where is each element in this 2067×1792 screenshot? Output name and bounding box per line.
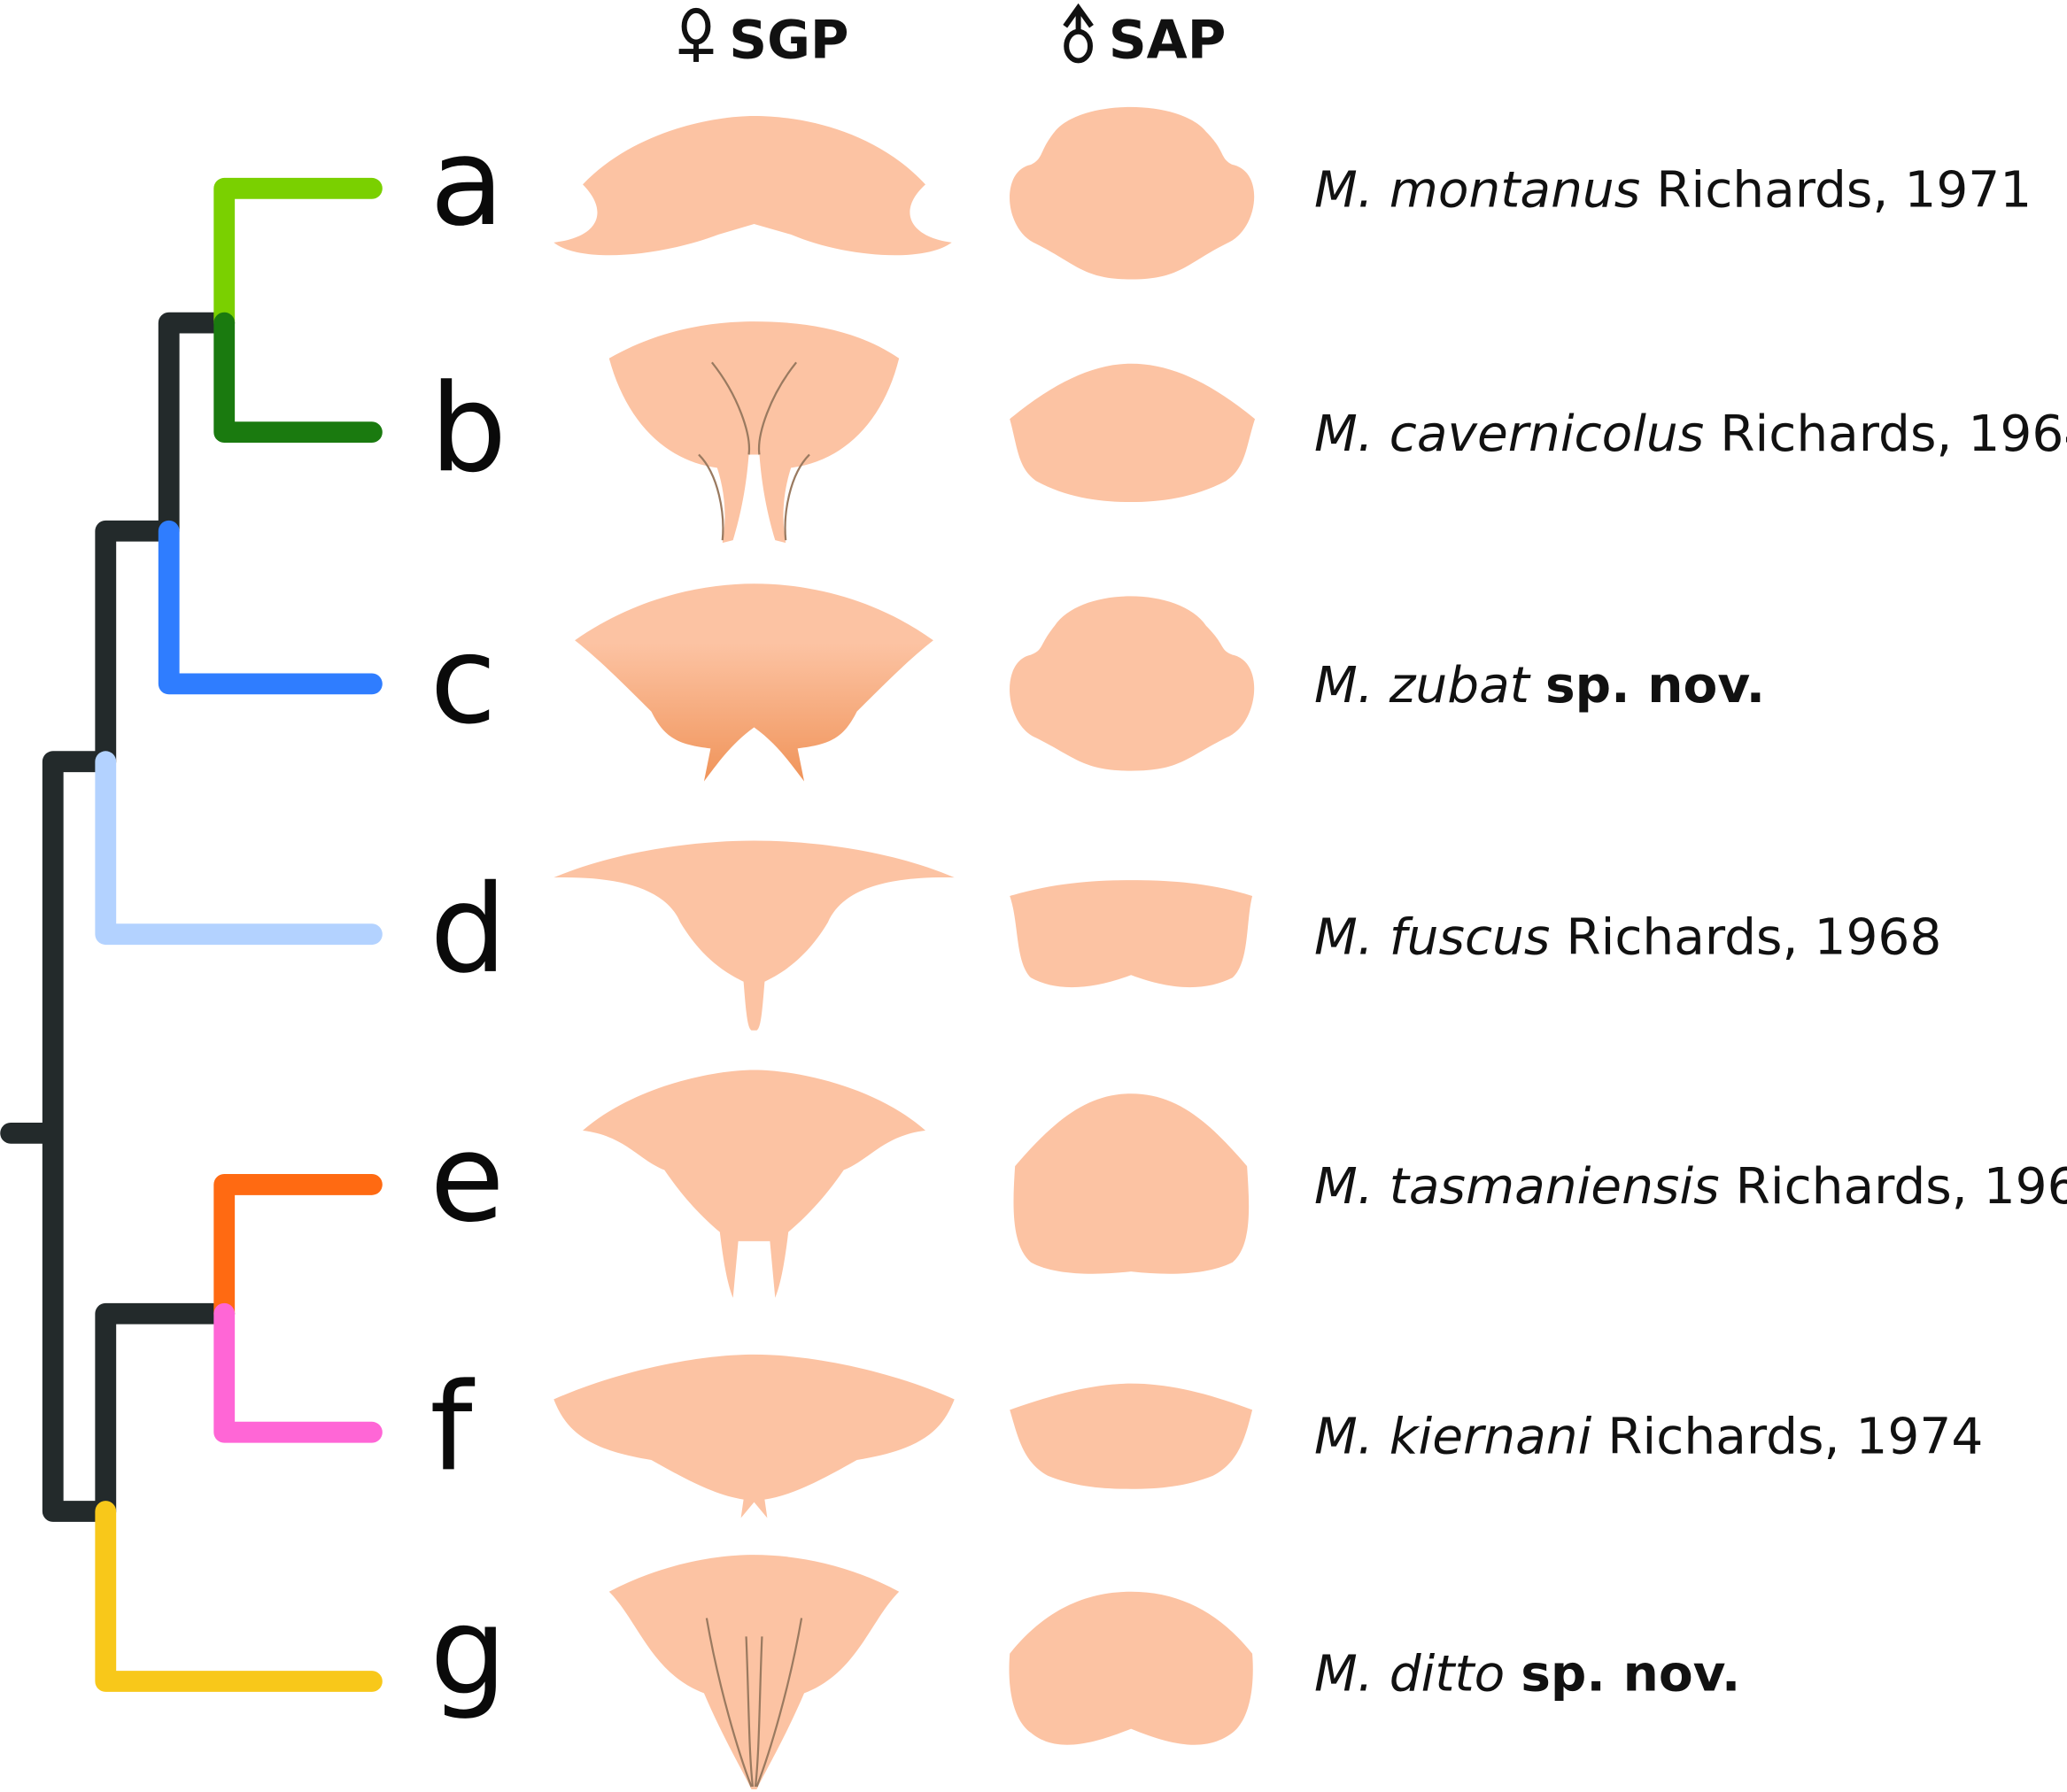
sap-plates (1009, 106, 1256, 1745)
sgp-plates (554, 115, 955, 1790)
sgp-f (554, 1354, 955, 1518)
sap-f (1010, 1383, 1253, 1489)
sap-c (1010, 596, 1255, 771)
branch-e (213, 1174, 383, 1325)
sap-label: SAP (1109, 10, 1227, 71)
sgp-a (554, 115, 952, 256)
header-sgp: SGP (678, 7, 849, 71)
sgp-g (608, 1555, 900, 1790)
male-symbol-icon (1063, 3, 1094, 64)
phylogenetic-tree (0, 177, 383, 1692)
branch-g (95, 1501, 383, 1692)
sgp-b-vein (698, 361, 810, 541)
header-sap: SAP (1063, 3, 1227, 71)
branch-a (213, 177, 383, 334)
sap-e (1013, 1093, 1250, 1274)
female-symbol-icon (678, 7, 714, 62)
tip-label-e: e (430, 1108, 504, 1249)
sap-g (1009, 1591, 1253, 1745)
species-f: M. kiernani Richards, 1974 (1314, 1409, 1983, 1466)
species-e: M. tasmaniensis Richards, 1964 (1314, 1158, 2067, 1216)
tip-label-c: c (430, 611, 496, 752)
tip-label-f: f (430, 1357, 475, 1498)
species-c: M. zubat sp. nov. (1314, 657, 1765, 714)
species-a: M. montanus Richards, 1971 (1314, 162, 2032, 220)
species-names: M. montanus Richards, 1971 M. cavernicol… (1314, 162, 2067, 1703)
sap-b (1010, 363, 1256, 503)
sgp-e (583, 1070, 925, 1298)
tip-label-b: b (430, 359, 507, 499)
branch-root (0, 312, 236, 1522)
branch-b (213, 312, 383, 444)
sgp-b (608, 321, 900, 544)
species-d: M. fuscus Richards, 1968 (1314, 908, 1941, 966)
sgp-c (575, 583, 933, 782)
sap-a (1010, 106, 1255, 280)
sgp-d (554, 840, 955, 1031)
species-g: M. ditto sp. nov. (1314, 1645, 1740, 1703)
sap-d (1010, 880, 1253, 988)
branch-f (213, 1302, 383, 1443)
tip-label-g: g (430, 1581, 507, 1722)
tip-label-d: d (430, 860, 507, 1000)
branch-d (95, 751, 383, 946)
tip-label-a: a (430, 112, 504, 253)
sgp-label: SGP (729, 10, 848, 71)
branch-c (158, 520, 383, 695)
sgp-g-vein (705, 1618, 803, 1788)
species-b: M. cavernicolus Richards, 1964 (1314, 406, 2067, 463)
